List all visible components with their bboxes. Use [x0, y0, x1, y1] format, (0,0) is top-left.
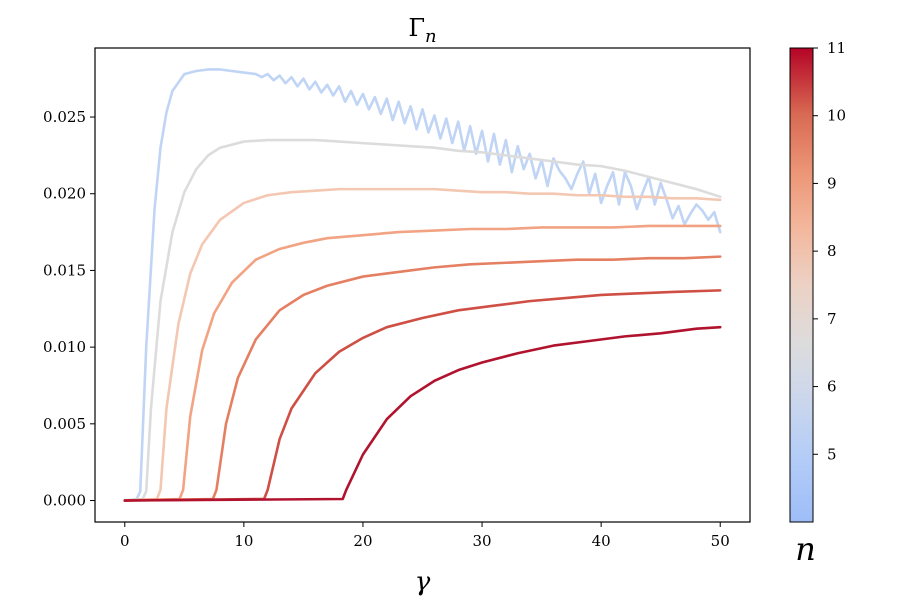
series-line-n5	[123, 68, 722, 502]
x-tick-label: 10	[234, 532, 253, 550]
colorbar-tick-label: 8	[827, 242, 837, 260]
x-tick-label: 30	[472, 532, 491, 550]
series-line-n7	[123, 187, 722, 502]
y-tick-label: 0.010	[43, 338, 86, 356]
series-line-n11	[123, 325, 722, 502]
colorbar-bar	[789, 47, 814, 523]
y-tick-label: 0.005	[43, 415, 86, 433]
plot-title-subscript: n	[425, 26, 437, 47]
colorbar-tick-label: 11	[827, 39, 846, 57]
colorbar-tick-label: 9	[827, 174, 837, 192]
x-tick-label: 20	[353, 532, 372, 550]
plot-frame	[94, 47, 751, 523]
colorbar-tick-label: 5	[827, 445, 837, 463]
colorbar-tick-label: 10	[827, 107, 846, 125]
x-tick-label: 50	[711, 532, 730, 550]
y-tick-label: 0.000	[43, 492, 86, 510]
series-line-n9	[123, 255, 722, 502]
colorbar: 5 6 7 8 9 10 11	[789, 39, 846, 523]
colorbar-title: n	[795, 530, 816, 568]
plot-title-main: Γ	[408, 14, 425, 42]
y-tick-label: 0.020	[43, 185, 86, 203]
axes-layer: 0 10 20 30 40 50 0.000 0.005 0.010 0.015 0.020 0.02…	[43, 47, 751, 550]
series-line-n10	[123, 289, 722, 502]
x-axis-title: γ	[415, 567, 431, 597]
y-tick-label: 0.015	[43, 261, 86, 279]
colorbar-tick-label: 6	[827, 378, 837, 396]
y-tick-label: 0.025	[43, 108, 86, 126]
series-layer	[123, 68, 722, 502]
series-line-n8	[123, 224, 722, 502]
plot-title: Γn	[408, 14, 436, 47]
series-line-n6	[123, 138, 722, 502]
x-tick-label: 40	[592, 532, 611, 550]
x-tick-label: 0	[120, 532, 130, 550]
colorbar-tick-label: 7	[827, 310, 837, 328]
